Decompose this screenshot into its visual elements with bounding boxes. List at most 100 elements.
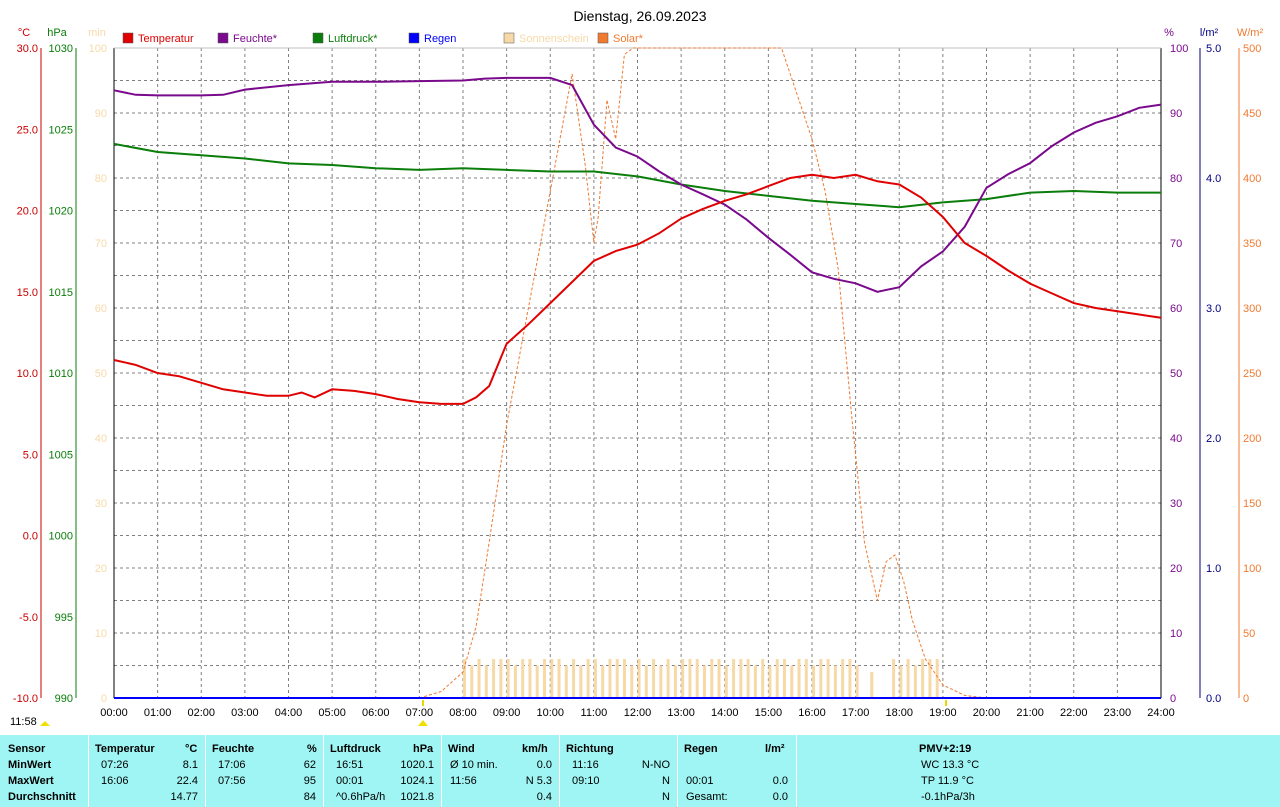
x-tick-label: 08:00 bbox=[449, 707, 477, 719]
stats-press-time: 16:51 bbox=[336, 759, 364, 771]
rain-tick-label: 5.0 bbox=[1206, 43, 1221, 55]
stats-header-press-unit: hPa bbox=[413, 743, 434, 755]
temp-tick-label: 5.0 bbox=[23, 449, 38, 461]
humidity-tick-label: 80 bbox=[1170, 173, 1182, 185]
stats-header-press: Luftdruck bbox=[330, 743, 381, 755]
legend-label: Temperatur bbox=[138, 33, 194, 45]
rain-tick-label: 4.0 bbox=[1206, 173, 1221, 185]
x-tick-label: 22:00 bbox=[1060, 707, 1088, 719]
sunshine-bar bbox=[542, 659, 546, 698]
x-tick-label: 01:00 bbox=[144, 707, 172, 719]
temp-tick-label: -5.0 bbox=[19, 612, 38, 624]
sunshine-bar bbox=[521, 659, 525, 698]
humidity-tick-label: 0 bbox=[1170, 693, 1176, 705]
series-line bbox=[113, 76, 1162, 293]
humidity-tick-label: 20 bbox=[1170, 563, 1182, 575]
legend-swatch bbox=[503, 32, 515, 44]
sunshine-bar bbox=[564, 665, 568, 698]
x-tick-label: 04:00 bbox=[275, 707, 303, 719]
sunshine-bar bbox=[644, 665, 648, 698]
sun-tick-label: 10 bbox=[95, 628, 107, 640]
solar-tick-label: 450 bbox=[1243, 108, 1261, 120]
sun-tick-label: 40 bbox=[95, 433, 107, 445]
sunshine-bar bbox=[819, 659, 823, 698]
pressure-unit-label: hPa bbox=[47, 27, 67, 39]
series-line bbox=[113, 173, 1162, 405]
series-line bbox=[113, 142, 1161, 209]
legend-label: Solar* bbox=[613, 33, 644, 45]
stats-press-time: 00:01 bbox=[336, 775, 364, 787]
sunshine-bar bbox=[506, 659, 510, 698]
series-line bbox=[419, 47, 987, 699]
pressure-tick-label: 1020 bbox=[49, 206, 73, 218]
stats-extra: WC 13.3 °C bbox=[921, 759, 980, 771]
sunshine-bar bbox=[463, 659, 466, 698]
sunshine-bar bbox=[572, 659, 576, 698]
solar-tick-label: 350 bbox=[1243, 238, 1261, 250]
sunshine-bar bbox=[826, 659, 830, 698]
x-tick-label: 23:00 bbox=[1104, 707, 1132, 719]
pressure-tick-label: 995 bbox=[55, 612, 73, 624]
sunshine-bar bbox=[768, 665, 772, 698]
stats-temp-time: 07:26 bbox=[101, 759, 129, 771]
x-tick-label: 13:00 bbox=[667, 707, 695, 719]
solar-tick-label: 200 bbox=[1243, 433, 1261, 445]
humidity-tick-label: 40 bbox=[1170, 433, 1182, 445]
sun-tick-label: 60 bbox=[95, 303, 107, 315]
sunshine-bar bbox=[499, 659, 503, 698]
stats-wind-val: 0.4 bbox=[536, 791, 552, 803]
sunshine-bar bbox=[550, 659, 554, 698]
sunshine-bar bbox=[695, 659, 699, 698]
stats-press-val: 1021.8 bbox=[400, 791, 434, 803]
stats-dir-time: 11:16 bbox=[572, 759, 599, 771]
legend-swatch bbox=[312, 32, 324, 44]
stats-wind-val: 0.0 bbox=[536, 759, 552, 771]
sunshine-bar bbox=[732, 659, 736, 698]
rain-tick-label: 3.0 bbox=[1206, 303, 1221, 315]
sunshine-bar bbox=[870, 672, 874, 698]
sunshine-bar bbox=[681, 659, 685, 698]
sunshine-bar bbox=[615, 659, 619, 698]
sunshine-bar bbox=[601, 665, 605, 698]
legend-swatch bbox=[597, 32, 609, 44]
pressure-tick-label: 1005 bbox=[49, 449, 73, 461]
x-tick-label: 12:00 bbox=[624, 707, 652, 719]
stats-hum-val: 84 bbox=[303, 791, 316, 803]
solar-tick-label: 250 bbox=[1243, 368, 1261, 380]
solar-tick-label: 50 bbox=[1243, 628, 1255, 640]
stats-rain-val: 0.0 bbox=[772, 791, 788, 803]
stats-header-dir: Richtung bbox=[566, 743, 614, 755]
sun-unit-label: min bbox=[88, 27, 106, 39]
stats-header-wind: Wind bbox=[448, 743, 475, 755]
sun-tick-label: 100 bbox=[89, 43, 107, 55]
sun-tick-label: 80 bbox=[95, 173, 107, 185]
stats-extra: TP 11.9 °C bbox=[921, 775, 974, 787]
weather-chart: Dienstag, 26.09.2023 °C hPa min% l/m² W/m² Tem… bbox=[13, 8, 1263, 726]
stats-header-hum: Feuchte bbox=[212, 743, 255, 755]
stats-hum-val: 62 bbox=[303, 759, 316, 771]
sun-tick-label: 30 bbox=[95, 498, 107, 510]
humidity-tick-label: 90 bbox=[1170, 108, 1182, 120]
sun-tick-label: 50 bbox=[95, 368, 107, 380]
sunshine-bar bbox=[608, 659, 612, 698]
stats-press-val: 1024.1 bbox=[400, 775, 434, 787]
humidity-tick-label: 10 bbox=[1170, 628, 1182, 640]
pressure-tick-label: 1010 bbox=[49, 368, 73, 380]
x-tick-label: 21:00 bbox=[1016, 707, 1044, 719]
sunshine-bar bbox=[913, 665, 917, 698]
time-marker-icon bbox=[40, 721, 50, 726]
stats-extra: -0.1hPa/3h bbox=[921, 791, 975, 803]
pressure-tick-label: 1025 bbox=[49, 124, 73, 136]
temp-tick-label: 15.0 bbox=[17, 287, 38, 299]
sunshine-bar bbox=[848, 659, 852, 698]
stats-header-sensor: Sensor bbox=[8, 743, 46, 755]
stats-dir-val: N-NO bbox=[641, 759, 670, 771]
x-tick-label: 20:00 bbox=[973, 707, 1001, 719]
stats-press-time: ^0.6hPa/h bbox=[336, 791, 386, 803]
solar-tick-label: 150 bbox=[1243, 498, 1261, 510]
stats-label: MinWert bbox=[8, 759, 52, 771]
sunshine-bar bbox=[492, 659, 496, 698]
x-tick-label: 24:00 bbox=[1147, 707, 1175, 719]
sunshine-bar bbox=[659, 665, 663, 698]
sunshine-bar bbox=[804, 659, 808, 698]
